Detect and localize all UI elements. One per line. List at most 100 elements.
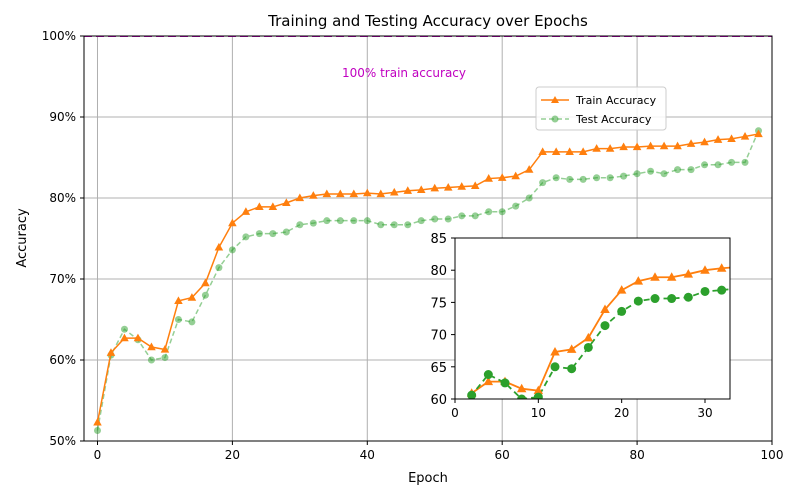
test-accuracy-point bbox=[161, 354, 169, 362]
test-accuracy-point bbox=[350, 217, 358, 225]
x-tick-label: 60 bbox=[495, 448, 510, 462]
inset-test-point bbox=[617, 306, 627, 316]
hline-annotation: 100% train accuracy bbox=[342, 66, 466, 80]
test-accuracy-point bbox=[417, 217, 425, 225]
legend-train-label: Train Accuracy bbox=[575, 94, 657, 107]
y-tick-label: 70% bbox=[49, 272, 76, 286]
inset-train-point bbox=[700, 265, 710, 274]
inset-plot-area bbox=[450, 262, 744, 453]
train-accuracy-point bbox=[727, 134, 736, 143]
train-accuracy-point bbox=[403, 186, 413, 194]
y-tick-label: 90% bbox=[49, 110, 76, 124]
test-accuracy-point bbox=[660, 170, 668, 178]
inset-test-point bbox=[717, 285, 727, 295]
legend-test-marker bbox=[551, 115, 559, 123]
test-accuracy-point bbox=[674, 166, 682, 174]
test-accuracy-point bbox=[269, 230, 277, 238]
inset-train-point bbox=[600, 304, 610, 313]
inset-x-tick-label: 30 bbox=[697, 406, 712, 420]
inset-train-point bbox=[683, 269, 694, 278]
train-accuracy-point bbox=[255, 202, 264, 211]
train-accuracy-point bbox=[619, 142, 628, 151]
inset-y-tick-label: 85 bbox=[430, 232, 447, 247]
train-accuracy-point bbox=[106, 348, 116, 356]
test-accuracy-point bbox=[539, 179, 547, 187]
train-accuracy-point bbox=[241, 207, 251, 215]
legend-train-marker bbox=[551, 96, 559, 103]
test-accuracy-point bbox=[309, 219, 317, 227]
x-tick-label: 40 bbox=[360, 448, 375, 462]
inset-x-tick-label: 10 bbox=[531, 406, 546, 420]
test-accuracy-point bbox=[323, 217, 331, 225]
train-accuracy-point bbox=[93, 417, 102, 426]
legend: Train Accuracy Test Accuracy bbox=[535, 86, 667, 131]
train-accuracy-point bbox=[309, 191, 318, 199]
inset-test-point bbox=[633, 296, 643, 306]
train-accuracy-point bbox=[214, 242, 224, 251]
train-accuracy-point bbox=[484, 174, 493, 182]
y-tick-label: 80% bbox=[49, 191, 76, 205]
inset-test-point bbox=[683, 292, 693, 302]
test-accuracy-point bbox=[120, 325, 128, 333]
train-accuracy-point bbox=[659, 141, 669, 150]
test-accuracy-point bbox=[282, 228, 290, 236]
test-accuracy-point bbox=[552, 174, 560, 182]
train-accuracy-point bbox=[430, 183, 440, 192]
test-accuracy-point bbox=[485, 208, 493, 216]
inset-train-point bbox=[716, 263, 727, 272]
inset-train-point bbox=[583, 332, 594, 342]
test-accuracy-point bbox=[512, 202, 520, 210]
inset-x-tick-label: 0 bbox=[451, 406, 459, 420]
inset-chart: 0 10 20 30 60 65 70 75 80 85 bbox=[430, 232, 744, 453]
train-accuracy-point bbox=[160, 344, 170, 353]
train-accuracy-point bbox=[740, 131, 750, 140]
inset-train-point bbox=[483, 376, 494, 386]
inset-y-tick-label: 75 bbox=[430, 296, 447, 311]
test-accuracy-point bbox=[147, 356, 155, 364]
y-tick-label: 60% bbox=[49, 353, 76, 367]
inset-train-point bbox=[633, 276, 644, 285]
inset-train-line bbox=[468, 266, 730, 399]
inset-test-point bbox=[667, 294, 677, 304]
train-accuracy-point bbox=[349, 189, 359, 198]
train-accuracy-point bbox=[646, 141, 655, 150]
train-accuracy-point bbox=[592, 144, 601, 152]
test-accuracy-point bbox=[228, 246, 236, 254]
main-plot-area bbox=[84, 36, 772, 434]
train-accuracy-point bbox=[538, 147, 547, 155]
inset-train-point bbox=[550, 346, 560, 356]
inset-x-tick-label: 20 bbox=[614, 406, 629, 420]
train-accuracy-point bbox=[322, 189, 332, 198]
train-accuracy-point bbox=[376, 189, 386, 198]
inset-test-point bbox=[583, 342, 593, 352]
test-accuracy-point bbox=[606, 174, 614, 182]
train-accuracy-point bbox=[457, 182, 467, 190]
inset-test-point bbox=[483, 370, 493, 380]
train-accuracy-point bbox=[511, 171, 520, 180]
test-accuracy-point bbox=[431, 215, 439, 223]
inset-train-point bbox=[666, 272, 677, 281]
inset-train-point bbox=[566, 344, 577, 353]
inset-test-line bbox=[469, 288, 730, 399]
train-accuracy-point bbox=[551, 147, 561, 155]
inset-test-point bbox=[467, 390, 477, 399]
inset-test-point bbox=[650, 294, 660, 304]
test-accuracy-point bbox=[363, 217, 371, 225]
x-axis-label: Epoch bbox=[408, 471, 448, 486]
inset-test-point bbox=[600, 321, 610, 331]
test-accuracy-point bbox=[741, 158, 749, 166]
test-accuracy-point bbox=[498, 208, 506, 216]
train-accuracy-point bbox=[363, 188, 372, 197]
inset-test-point bbox=[517, 394, 527, 399]
inset-train-point bbox=[734, 262, 744, 271]
x-tick-label: 0 bbox=[94, 448, 102, 462]
x-tick-label: 20 bbox=[225, 448, 240, 462]
train-accuracy-point bbox=[686, 139, 696, 147]
inset-train-point bbox=[450, 444, 460, 453]
train-accuracy-point bbox=[268, 202, 278, 211]
train-accuracy-point bbox=[497, 173, 507, 181]
inset-axis-ticks: 0 10 20 30 60 65 70 75 80 85 bbox=[430, 232, 712, 420]
test-accuracy-point bbox=[242, 233, 250, 241]
inset-test-point bbox=[500, 378, 510, 388]
